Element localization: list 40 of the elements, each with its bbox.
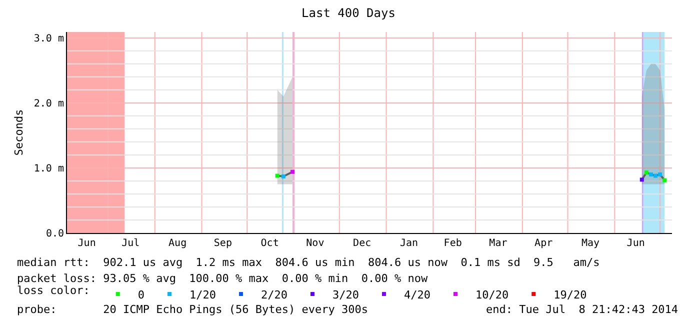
x-tick-label: Jun xyxy=(78,238,96,249)
point xyxy=(275,174,280,178)
x-tick-label: Aug xyxy=(168,238,187,249)
legend-label: 10/20 xyxy=(475,288,509,302)
x-tick-label: Mar xyxy=(489,238,508,249)
legend-label: 2/20 xyxy=(260,288,288,302)
legend-label: 3/20 xyxy=(332,288,359,302)
point xyxy=(290,170,295,174)
x-tick-label: May xyxy=(581,238,600,249)
point xyxy=(640,178,644,182)
y-tick-label: 3.0 m xyxy=(34,33,64,44)
text: probe: 20 ICMP Echo Pings (56 Bytes) every 300s xyxy=(17,303,368,316)
legend-label: 0 xyxy=(138,288,144,302)
y-tick-label: 0.0 xyxy=(46,228,64,240)
legend-label: 1/20 xyxy=(189,288,216,302)
x-tick-label: Jul xyxy=(122,238,140,249)
x-tick-label: Feb xyxy=(444,238,462,249)
x-tick-label: Jun xyxy=(626,238,645,249)
x-tick-label: Sep xyxy=(214,238,232,249)
point xyxy=(654,174,658,178)
point xyxy=(281,174,286,178)
x-tick-label: Oct xyxy=(260,238,279,249)
legend-label: 19/20 xyxy=(554,288,587,302)
point xyxy=(658,172,662,176)
legend-title: loss color: xyxy=(17,284,90,297)
legend-label: 4/20 xyxy=(404,288,430,302)
y-tick-label: 2.0 m xyxy=(34,98,64,110)
x-tick-label: Dec xyxy=(353,238,372,249)
point xyxy=(648,172,653,176)
x-tick-label: Apr xyxy=(534,238,553,249)
chart-title: Last 400 Days xyxy=(302,6,396,20)
text: median rtt: 902.1 us avg 1.2 ms max 804.6 us min 804.6 us now 0.1 ms sd 9.5 am/s xyxy=(17,256,600,269)
x-tick-label: Nov xyxy=(306,238,324,249)
text: end: Tue Jul 8 21:42:43 2014 xyxy=(486,303,678,316)
point xyxy=(644,170,648,174)
x-tick-label: Jan xyxy=(400,238,418,249)
text: packet loss: 93.05 % avg 100.00 % max 0.00 % min 0.00 % now xyxy=(17,272,428,285)
y-axis-title: Seconds xyxy=(12,109,26,156)
y-tick-label: 1.0 m xyxy=(34,163,64,174)
point xyxy=(662,178,667,182)
